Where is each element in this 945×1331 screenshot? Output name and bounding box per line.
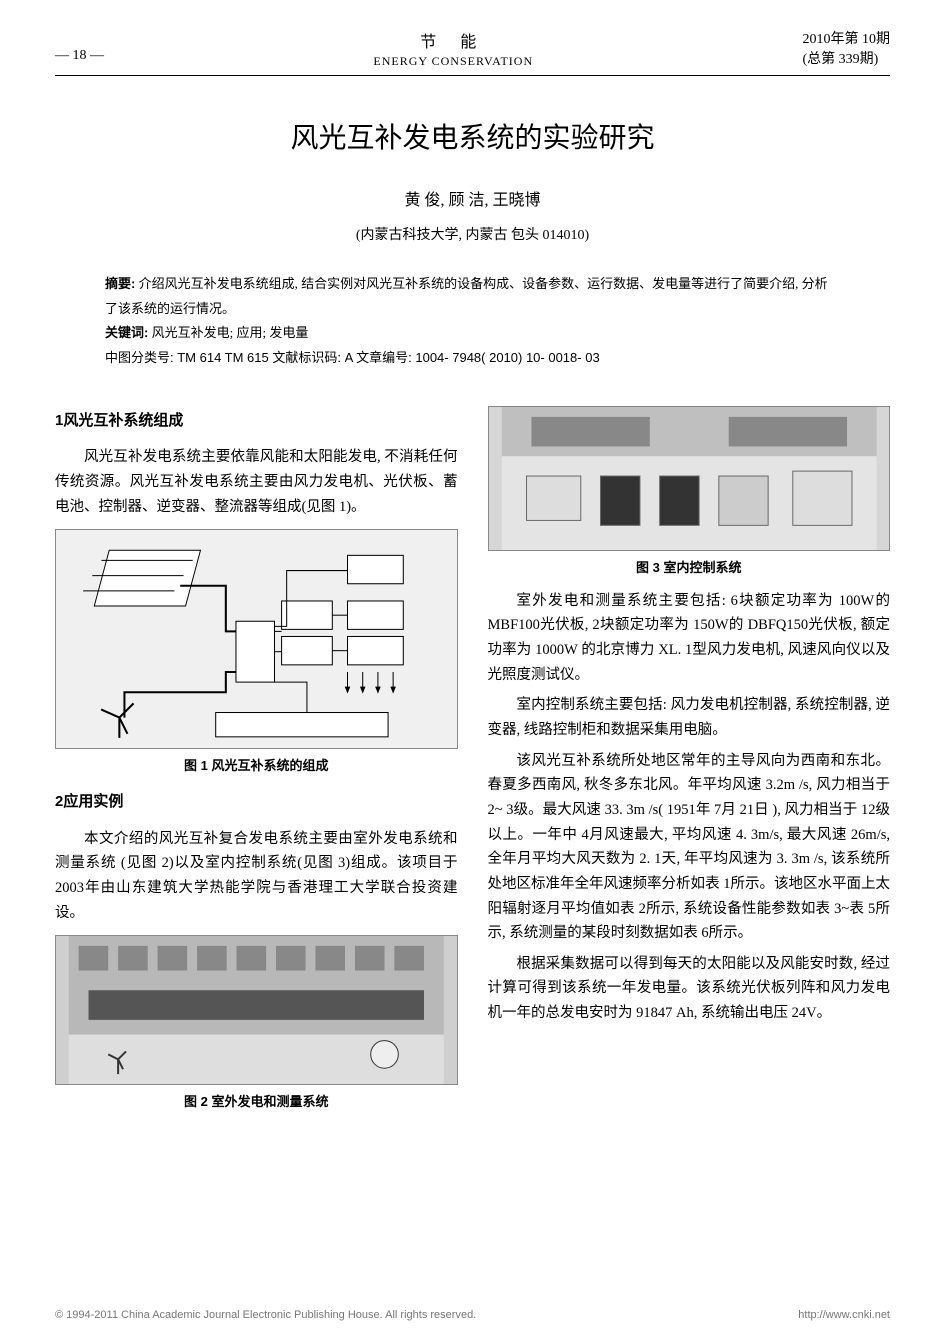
figure-2-svg [56,936,457,1084]
figure-3: 图 3 室内控制系统 [488,406,891,579]
footer-url: http://www.cnki.net [798,1309,890,1321]
authors: 黄 俊, 顾 洁, 王晓博 [55,186,890,210]
right-para-3: 该风光互补系统所处地区常年的主导风向为西南和东北。春夏多西南风, 秋冬多东北风。… [488,749,891,946]
footer-copyright: © 1994-2011 China Academic Journal Elect… [55,1309,476,1321]
figure-2-photo [55,935,458,1085]
left-column: 1风光互补系统组成 风光互补发电系统主要依靠风能和太阳能发电, 不消耗任何传统资… [55,396,458,1124]
journal-title-en: ENERGY CONSERVATION [104,54,803,69]
keywords-text: 风光互补发电; 应用; 发电量 [152,325,309,340]
page-header: — 18 — 节 能 ENERGY CONSERVATION 2010年第 10… [55,28,890,76]
figure-1-caption: 图 1 风光互补系统的组成 [55,755,458,777]
figure-2-caption: 图 2 室外发电和测量系统 [55,1091,458,1113]
affiliation: (内蒙古科技大学, 内蒙古 包头 014010) [55,224,890,244]
figure-1-diagram [55,529,458,749]
content-columns: 1风光互补系统组成 风光互补发电系统主要依靠风能和太阳能发电, 不消耗任何传统资… [55,396,890,1124]
section-1-para: 风光互补发电系统主要依靠风能和太阳能发电, 不消耗任何传统资源。风光互补发电系统… [55,445,458,519]
right-para-4: 根据采集数据可以得到每天的太阳能以及风能安时数, 经过计算可得到该系统一年发电量… [488,952,891,1026]
right-column: 图 3 室内控制系统 室外发电和测量系统主要包括: 6块额定功率为 100W的 … [488,396,891,1124]
section-2-heading: 2应用实例 [55,789,458,815]
figure-2: 图 2 室外发电和测量系统 [55,935,458,1113]
right-para-1: 室外发电和测量系统主要包括: 6块额定功率为 100W的 MBF100光伏板, … [488,589,891,688]
article-title: 风光互补发电系统的实验研究 [55,116,890,156]
right-para-2: 室内控制系统主要包括: 风力发电机控制器, 系统控制器, 逆变器, 线路控制柜和… [488,693,891,742]
figure-1-svg [56,530,457,748]
page-number-left: — 18 — [55,28,104,64]
issue-line2: (总第 339期) [803,48,891,68]
keywords-label: 关键词: [105,325,148,340]
figure-3-caption: 图 3 室内控制系统 [488,557,891,579]
abstract-line: 摘要: 介绍风光互补发电系统组成, 结合实例对风光互补系统的设备构成、设备参数、… [105,272,840,321]
journal-title-cn: 节 能 [104,28,803,52]
page-footer: © 1994-2011 China Academic Journal Elect… [55,1309,890,1321]
issue-info: 2010年第 10期 (总第 339期) [803,28,891,68]
abstract-label: 摘要: [105,276,135,291]
abstract-text: 介绍风光互补发电系统组成, 结合实例对风光互补系统的设备构成、设备参数、运行数据… [105,276,828,316]
keywords-line: 关键词: 风光互补发电; 应用; 发电量 [105,321,840,346]
figure-1: 图 1 风光互补系统的组成 [55,529,458,777]
abstract-block: 摘要: 介绍风光互补发电系统组成, 结合实例对风光互补系统的设备构成、设备参数、… [55,272,890,371]
issue-line1: 2010年第 10期 [803,28,891,48]
classification-line: 中图分类号: TM 614 TM 615 文献标识码: A 文章编号: 1004… [105,346,840,371]
figure-3-photo [488,406,891,551]
section-1-heading: 1风光互补系统组成 [55,408,458,434]
figure-3-svg [489,407,890,550]
journal-title-block: 节 能 ENERGY CONSERVATION [104,28,803,69]
section-2-para: 本文介绍的风光互补复合发电系统主要由室外发电系统和测量系统 (见图 2)以及室内… [55,827,458,926]
